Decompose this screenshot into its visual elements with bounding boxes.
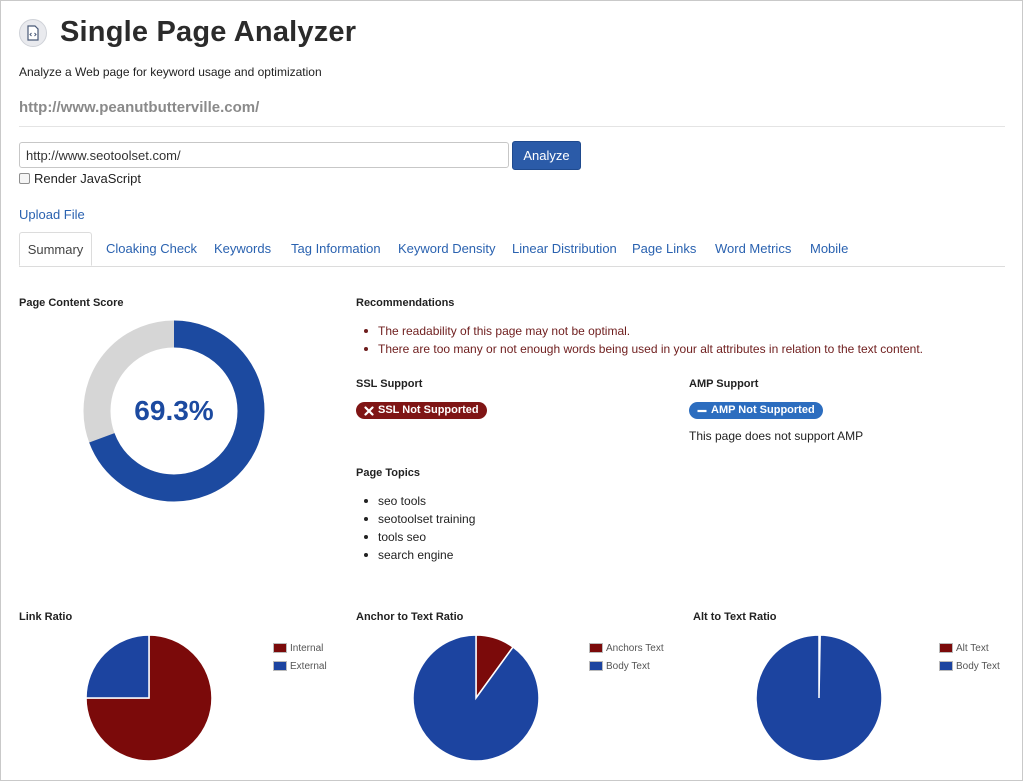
link-ratio-legend: Internal External <box>273 639 327 675</box>
tab-mobile[interactable]: Mobile <box>810 241 849 256</box>
code-file-icon <box>19 18 47 47</box>
amp-note: This page does not support AMP <box>689 429 864 443</box>
tab-keywords[interactable]: Keywords <box>214 241 272 256</box>
link-ratio-title: Link Ratio <box>19 611 73 623</box>
topic-item: seo tools <box>356 492 475 510</box>
topic-item: seotoolset training <box>356 510 475 528</box>
recommendations-label: Recommendations <box>356 297 455 309</box>
legend-swatch-anchors-text <box>589 643 603 653</box>
minus-icon <box>697 409 707 412</box>
legend-item: Internal <box>273 639 327 657</box>
pie-slice-external <box>85 634 150 699</box>
score-fill <box>83 320 265 502</box>
tab-word-metrics[interactable]: Word Metrics <box>715 241 792 256</box>
alt-text-ratio-legend: Alt Text Body Text <box>939 639 1000 675</box>
page-topics-list: seo tools seotoolset training tools seo … <box>356 492 475 564</box>
tab-bar: Summary Cloaking Check Keywords Tag Info… <box>19 232 1005 267</box>
alt-text-ratio-pie <box>755 634 883 762</box>
pie-slice-body-text <box>412 634 540 762</box>
tab-page-links[interactable]: Page Links <box>632 241 697 256</box>
render-javascript-checkbox[interactable] <box>19 173 30 184</box>
amp-status-badge: AMP Not Supported <box>689 402 823 419</box>
legend-label: External <box>290 660 327 672</box>
page-topics-label: Page Topics <box>356 467 420 479</box>
link-ratio-pie <box>85 634 213 762</box>
legend-swatch-alt-text <box>939 643 953 653</box>
analyzed-url: http://www.peanutbutterville.com/ <box>19 99 260 116</box>
legend-label: Alt Text <box>956 642 989 654</box>
recommendation-item: The readability of this page may not be … <box>356 322 923 340</box>
legend-swatch-body-text <box>589 661 603 671</box>
legend-item: Body Text <box>589 657 664 675</box>
pie-slice-body-text <box>755 634 883 762</box>
legend-label: Internal <box>290 642 324 654</box>
page-content-score-label: Page Content Score <box>19 297 124 309</box>
legend-item: Body Text <box>939 657 1000 675</box>
legend-swatch-external <box>273 661 287 671</box>
page-header: Single Page Analyzer <box>19 16 356 49</box>
analyze-button[interactable]: Analyze <box>512 141 581 170</box>
tab-tag-information[interactable]: Tag Information <box>291 241 381 256</box>
legend-swatch-body-text <box>939 661 953 671</box>
page-subtitle: Analyze a Web page for keyword usage and… <box>19 65 322 79</box>
anchor-text-ratio-legend: Anchors Text Body Text <box>589 639 664 675</box>
page-title: Single Page Analyzer <box>60 16 357 48</box>
recommendation-item: There are too many or not enough words b… <box>356 340 923 358</box>
upload-file-link[interactable]: Upload File <box>19 207 85 222</box>
ssl-status-text: SSL Not Supported <box>378 404 479 416</box>
page-content-score-value: 69.3% <box>134 395 214 426</box>
render-javascript-option[interactable]: Render JavaScript <box>19 171 141 186</box>
url-input[interactable] <box>19 142 509 168</box>
legend-swatch-internal <box>273 643 287 653</box>
topic-item: tools seo <box>356 528 475 546</box>
tab-summary[interactable]: Summary <box>19 232 92 266</box>
amp-status-text: AMP Not Supported <box>711 404 815 416</box>
x-icon <box>364 405 374 416</box>
recommendations-list: The readability of this page may not be … <box>356 322 923 358</box>
legend-label: Body Text <box>956 660 1000 672</box>
anchor-text-ratio-title: Anchor to Text Ratio <box>356 611 464 623</box>
legend-item: Anchors Text <box>589 639 664 657</box>
amp-support-label: AMP Support <box>689 378 759 390</box>
legend-label: Anchors Text <box>606 642 664 654</box>
tab-cloaking-check[interactable]: Cloaking Check <box>106 241 198 256</box>
legend-item: Alt Text <box>939 639 1000 657</box>
tab-linear-distribution[interactable]: Linear Distribution <box>512 241 617 256</box>
legend-label: Body Text <box>606 660 650 672</box>
ssl-status-badge: SSL Not Supported <box>356 402 487 419</box>
alt-text-ratio-title: Alt to Text Ratio <box>693 611 777 623</box>
render-javascript-label: Render JavaScript <box>34 171 141 186</box>
tab-keyword-density[interactable]: Keyword Density <box>398 241 496 256</box>
topic-item: search engine <box>356 546 475 564</box>
page-content-score-chart: 69.3% <box>83 320 265 502</box>
header-divider <box>19 126 1005 127</box>
legend-item: External <box>273 657 327 675</box>
ssl-support-label: SSL Support <box>356 378 423 390</box>
anchor-text-ratio-pie <box>412 634 540 762</box>
